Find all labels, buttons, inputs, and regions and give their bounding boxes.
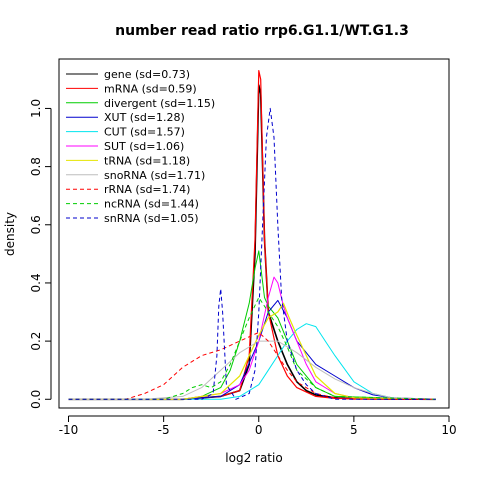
series-line-2 [68,250,436,400]
legend-label: gene (sd=0.73) [104,68,190,81]
series-lines [68,70,436,401]
legend-label: ncRNA (sd=1.44) [104,198,199,211]
chart-title: number read ratio rrp6.G1.1/WT.G1.3 [115,23,409,39]
legend-label: CUT (sd=1.57) [104,126,185,139]
legend-label: tRNA (sd=1.18) [104,154,190,167]
x-tick-label: 0 [255,423,263,437]
series-line-10 [68,107,436,400]
x-tick-label: 10 [441,423,456,437]
series-line-7 [68,340,436,400]
series-line-9 [68,297,436,400]
series-line-5 [68,276,436,400]
y-tick-label: 0.6 [29,215,43,234]
legend-label: snoRNA (sd=1.71) [104,169,205,182]
y-tick-label: 0.0 [29,390,43,409]
x-tick-label: 5 [350,423,358,437]
x-tick-label: -10 [59,423,79,437]
y-tick-label: 0.8 [29,157,43,176]
x-axis-label: log2 ratio [225,451,282,465]
legend-label: snRNA (sd=1.05) [104,212,199,225]
plot-area-frame [58,58,450,409]
y-tick-label: 0.2 [29,332,43,351]
series-line-6 [68,302,436,400]
y-tick-label: 0.4 [29,273,43,292]
legend-label: SUT (sd=1.06) [104,140,184,153]
y-axis-label: density [3,212,17,256]
legend: gene (sd=0.73)mRNA (sd=0.59) divergent (s… [66,68,215,225]
x-tick-label: -5 [158,423,170,437]
legend-label: divergent (sd=1.15) [104,97,215,110]
x-axis: -10 -5 0 5 10 [59,415,457,437]
series-line-1 [68,70,436,400]
legend-label: mRNA (sd=0.59) [104,82,197,95]
y-tick-label: 1.0 [29,99,43,118]
legend-label: XUT (sd=1.28) [104,111,185,124]
legend-label: rRNA (sd=1.74) [104,183,190,196]
y-axis: 0.0 0.2 0.4 0.6 0.8 1.0 [29,99,52,409]
